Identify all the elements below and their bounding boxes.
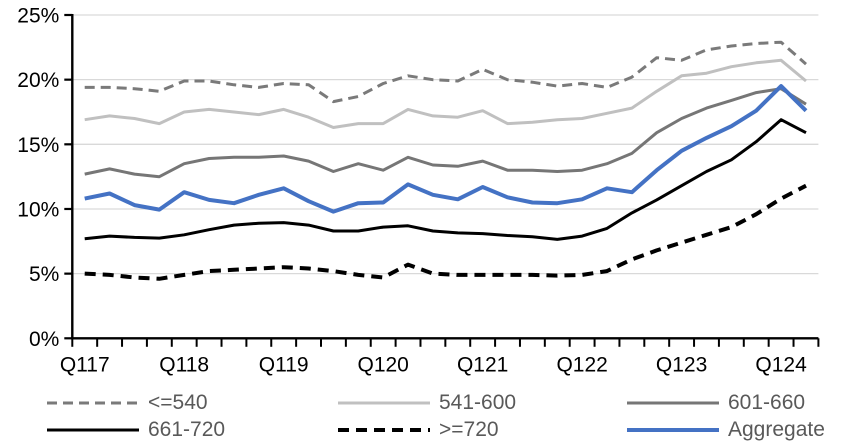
x-axis-label: Q119 [259,353,309,376]
series-line--540 [84,40,807,104]
x-axis-label: Q122 [556,353,607,376]
series-line-661-720 [84,118,807,241]
x-axis-label: Q121 [457,353,508,376]
y-axis-label: 5% [29,263,59,286]
series-line--720 [84,183,807,281]
x-axis-label: Q118 [159,353,209,376]
series-line-aggregate [84,84,808,214]
series-line-541-600 [84,58,807,129]
x-axis-label: Q123 [656,353,707,376]
y-axis-label: 0% [29,328,59,351]
x-axis-label: Q120 [357,353,408,376]
x-axis-label: Q124 [755,353,807,376]
y-axis-label: 15% [17,134,59,157]
y-axis-label: 10% [17,198,59,221]
x-axis-label: Q117 [60,353,110,376]
series-line-601-660 [84,87,807,179]
y-axis-label: 20% [17,69,59,92]
y-axis-label: 25% [17,5,59,28]
